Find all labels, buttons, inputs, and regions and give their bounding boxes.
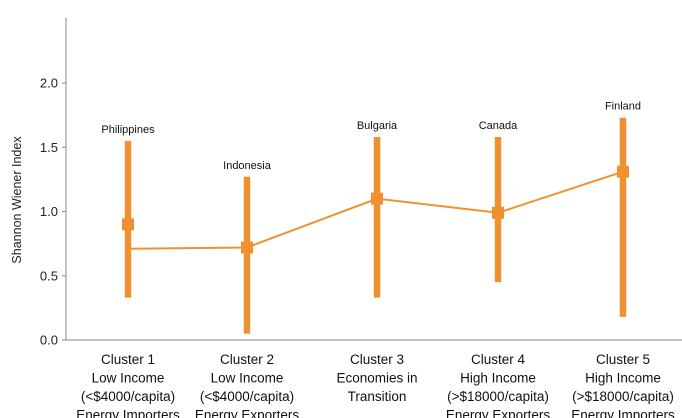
x-category-labels: Cluster 1 Low Income (<$4000/capita) Energy…: [76, 352, 675, 418]
x-category-label: Cluster 4 High Income (>$18000/capita) Ener…: [446, 352, 551, 418]
y-axis-label: Shannon Wiener Index: [10, 136, 24, 264]
x-category-label: Cluster 5 High Income (>$18000/capita) Ener…: [571, 352, 675, 418]
x-category-line: Transition: [348, 389, 407, 404]
x-category-label: Cluster 3 Economies in Transition: [336, 352, 417, 404]
country-annotation: Indonesia: [223, 160, 272, 172]
y-tick-label: 1.0: [40, 204, 58, 219]
y-tick-label: 0.5: [40, 268, 58, 283]
y-tick-label: 2.0: [40, 76, 58, 91]
data-marks: Philippines Indonesia Bulgaria Canada Finlan…: [101, 101, 641, 334]
y-ticks: 0.0 0.5 1.0 1.5 2.0: [40, 76, 66, 348]
mean-marker: [122, 218, 134, 231]
x-category-line: Low Income: [211, 371, 284, 386]
x-category-line: Energy Exporters: [195, 408, 300, 418]
y-tick-label: 0.0: [40, 333, 58, 348]
x-category-line: Cluster 4: [471, 352, 526, 367]
x-category-line: (<$4000/capita): [81, 389, 175, 404]
x-category-line: (>$18000/capita): [572, 389, 674, 404]
country-annotation: Bulgaria: [357, 120, 398, 132]
country-annotation: Canada: [479, 120, 518, 132]
x-category-label: Cluster 2 Low Income (<$4000/capita) Energy…: [195, 352, 300, 418]
x-category-line: (>$18000/capita): [447, 389, 549, 404]
x-category-line: Energy Importers: [571, 408, 675, 418]
mean-marker: [241, 241, 253, 254]
x-category-label: Cluster 1 Low Income (<$4000/capita) Energy…: [76, 352, 180, 418]
x-category-line: Cluster 1: [101, 352, 155, 367]
x-category-line: (<$4000/capita): [200, 389, 294, 404]
x-category-line: Low Income: [92, 371, 165, 386]
x-category-line: Cluster 2: [220, 352, 274, 367]
mean-marker: [617, 165, 629, 178]
x-category-line: Cluster 3: [350, 352, 404, 367]
country-annotation: Philippines: [101, 124, 155, 136]
x-category-line: Energy Importers: [76, 408, 180, 418]
x-category-line: Energy Exporters: [446, 408, 551, 418]
mean-marker: [492, 206, 504, 219]
x-category-line: Economies in: [336, 371, 417, 386]
mean-marker: [371, 192, 383, 205]
y-tick-label: 1.5: [40, 140, 58, 155]
country-annotation: Finland: [605, 101, 641, 113]
x-category-line: Cluster 5: [596, 352, 650, 367]
x-category-line: High Income: [460, 371, 536, 386]
x-category-line: High Income: [585, 371, 661, 386]
